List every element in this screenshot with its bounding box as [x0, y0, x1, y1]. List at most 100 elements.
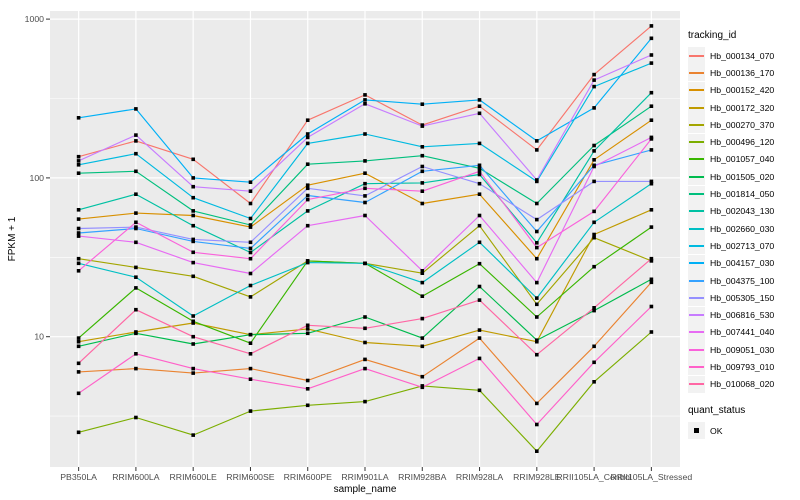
data-point [248, 250, 253, 255]
data-point [592, 235, 596, 240]
data-point [363, 102, 367, 106]
data-point [535, 422, 539, 427]
data-point [76, 391, 81, 396]
data-point [134, 133, 138, 137]
data-point [76, 171, 81, 175]
data-point [363, 194, 367, 198]
data-point [134, 265, 138, 270]
legend-key [688, 341, 705, 359]
data-point [477, 223, 482, 228]
data-point [649, 304, 654, 309]
legend-item-Hb_000172_320: Hb_000172_320 [688, 99, 800, 117]
data-point [305, 323, 310, 328]
legend-items: Hb_000134_070 Hb_000136_170 Hb_000152_420 H… [688, 47, 800, 393]
data-point [649, 181, 654, 186]
data-point [420, 269, 425, 273]
data-point [134, 286, 138, 290]
data-point [363, 261, 367, 266]
data-point [477, 172, 482, 177]
legend-key-line [689, 54, 704, 57]
data-point [535, 229, 539, 234]
data-point [535, 401, 539, 406]
data-point [134, 211, 138, 215]
data-point [477, 336, 482, 340]
data-point [477, 181, 482, 186]
data-point [592, 209, 596, 214]
x-tick-label: RRIM928BA [398, 472, 446, 482]
legend-label: Hb_002043_130 [710, 206, 775, 217]
data-point [134, 139, 138, 143]
data-point [477, 298, 482, 302]
legend-key-line [689, 314, 704, 317]
data-point [248, 332, 253, 337]
x-tick-label: RRIM928LE [513, 472, 561, 482]
data-point [420, 201, 425, 206]
data-point [649, 225, 654, 229]
legend-key-line [689, 158, 704, 161]
legend-item-Hb_002043_130: Hb_002043_130 [688, 202, 800, 220]
data-point [76, 234, 81, 238]
data-point [477, 192, 482, 196]
data-point [592, 143, 596, 148]
data-point [191, 195, 195, 200]
legend-label: Hb_010068_020 [710, 379, 775, 390]
data-point [363, 132, 367, 136]
data-point [420, 189, 425, 193]
legend-key-line [689, 71, 704, 74]
data-point [477, 284, 482, 289]
y-axis-title-text: FPKM + 1 [7, 216, 18, 262]
legend-key [688, 150, 705, 168]
data-point [76, 116, 81, 120]
data-point [420, 169, 425, 174]
data-point [592, 149, 596, 153]
legend-label: Hb_000134_070 [710, 50, 775, 61]
data-point [363, 186, 367, 191]
legend-item-Hb_002660_030: Hb_002660_030 [688, 220, 800, 238]
data-point [477, 163, 482, 168]
legend-key [688, 116, 705, 134]
data-point [363, 93, 367, 97]
legend-label: Hb_000136_170 [710, 67, 775, 78]
data-point [134, 366, 138, 371]
data-point [248, 283, 253, 288]
legend-key [688, 202, 705, 220]
legend-title-tracking-id: tracking_id [688, 30, 737, 41]
legend-key [688, 306, 705, 324]
x-tick-label: RRIM928LA [456, 472, 504, 482]
data-point [248, 240, 253, 245]
data-point [535, 280, 539, 285]
data-point [477, 104, 482, 108]
data-point [420, 271, 425, 275]
data-point [363, 315, 367, 319]
legend-item-Hb_006816_530: Hb_006816_530 [688, 306, 800, 324]
y-tick-label: 10 [34, 332, 44, 342]
data-point [592, 308, 596, 313]
data-point [305, 403, 310, 408]
legend-label: Hb_000172_320 [710, 102, 775, 113]
data-point [305, 223, 310, 228]
data-point [477, 356, 482, 361]
legend-label: OK [710, 425, 723, 436]
data-point [363, 213, 367, 218]
data-point [191, 366, 195, 371]
legend-key-line [689, 296, 704, 299]
legend-key [688, 254, 705, 272]
data-point [477, 388, 482, 393]
data-point [649, 208, 654, 212]
data-point [305, 197, 310, 202]
data-point [134, 352, 138, 356]
data-point [420, 145, 425, 149]
data-point [420, 280, 425, 285]
data-point [477, 328, 482, 332]
data-point [649, 24, 654, 28]
data-point [191, 260, 195, 265]
data-point [76, 344, 81, 349]
data-point [305, 260, 310, 265]
data-point [134, 151, 138, 156]
data-point [649, 148, 654, 152]
data-point [420, 294, 425, 298]
legend-label: Hb_000496_120 [710, 137, 775, 148]
legend-item-Hb_000270_370: Hb_000270_370 [688, 116, 800, 134]
x-tick-label: RRIM901LA [341, 472, 389, 482]
legend-title-quant-status: quant_status [688, 404, 746, 416]
